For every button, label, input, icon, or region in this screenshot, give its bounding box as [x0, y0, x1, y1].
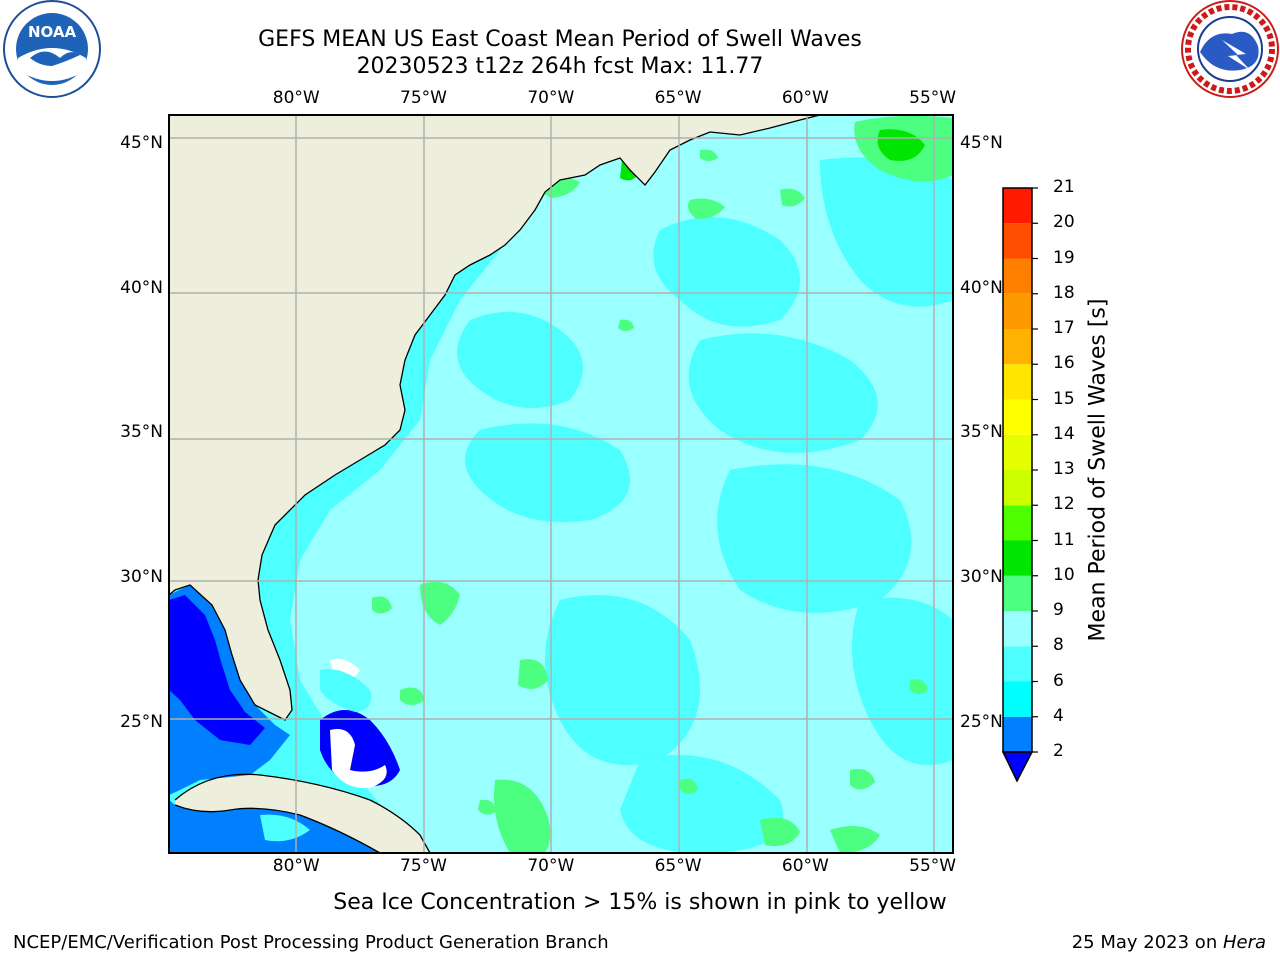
lon-tick-top: 80°W	[272, 88, 320, 108]
colorbar-tick: 11	[1053, 529, 1075, 550]
colorbar-segment	[1003, 434, 1032, 470]
lon-tick-bottom: 65°W	[654, 856, 702, 876]
colorbar-tick: 21	[1053, 177, 1075, 197]
lon-tick-top: 55°W	[909, 88, 957, 108]
colorbar-segment	[1003, 364, 1032, 400]
colorbar-tick: 19	[1053, 247, 1075, 268]
lon-tick-top: 75°W	[400, 88, 448, 108]
lat-tick-right: 40°N	[960, 277, 1003, 298]
coastline	[169, 115, 821, 853]
lon-tick-bottom: 80°W	[272, 856, 320, 876]
lat-tick-left: 40°N	[120, 277, 163, 298]
nws-logo	[1181, 0, 1279, 98]
colorbar-tick: 20	[1053, 212, 1075, 233]
lat-tick-left: 25°N	[120, 711, 163, 732]
colorbar-segment	[1003, 329, 1032, 365]
noaa-logo: NOAA	[3, 0, 101, 98]
lat-tick-left: 45°N	[120, 132, 163, 153]
colorbar-segment	[1003, 223, 1032, 259]
lat-tick-right: 45°N	[960, 132, 1003, 153]
colorbar-label: Mean Period of Swell Waves [s]	[1085, 298, 1111, 642]
footer-credit: NCEP/EMC/Verification Post Processing Pr…	[13, 932, 609, 953]
footer-date-text: 25 May 2023 on	[1071, 932, 1223, 953]
colorbar-segment	[1003, 646, 1032, 682]
map-frame	[168, 114, 954, 854]
colorbar-segment	[1003, 293, 1032, 329]
footer-machine: Hera	[1222, 932, 1266, 953]
colorbar-tick: 4	[1053, 705, 1064, 726]
colorbar-under-arrow	[1001, 751, 1034, 783]
lon-tick-top: 60°W	[781, 88, 829, 108]
lat-tick-right: 30°N	[960, 567, 1003, 588]
map-subtitle: 20230523 t12z 264h fcst Max: 11.77	[356, 54, 764, 79]
colorbar-tick: 2	[1053, 741, 1064, 761]
colorbar-segment	[1003, 188, 1032, 224]
sea-ice-caption: Sea Ice Concentration > 15% is shown in …	[333, 890, 947, 915]
colorbar-tick: 12	[1053, 494, 1075, 515]
colorbar-segment	[1003, 681, 1032, 717]
colorbar-segment	[1003, 258, 1032, 294]
colorbar-tick: 9	[1053, 600, 1064, 620]
lon-tick-bottom: 75°W	[400, 856, 448, 876]
lat-tick-left: 30°N	[120, 567, 163, 588]
colorbar-tick: 16	[1053, 353, 1075, 374]
wave-period-field	[169, 115, 953, 853]
graticule	[169, 115, 953, 853]
map-title: GEFS MEAN US East Coast Mean Period of S…	[258, 27, 862, 52]
lon-tick-top: 65°W	[654, 88, 702, 108]
colorbar-tick: 13	[1053, 459, 1075, 479]
colorbar-segment	[1003, 505, 1032, 541]
colorbar-tick: 18	[1053, 282, 1075, 303]
colorbar-tick: 6	[1053, 670, 1064, 691]
lon-tick-bottom: 60°W	[781, 856, 829, 876]
lon-tick-top: 70°W	[527, 88, 575, 108]
lat-tick-left: 35°N	[120, 422, 163, 443]
colorbar-segment	[1003, 399, 1032, 435]
colorbar-segment	[1003, 611, 1032, 647]
lon-tick-bottom: 55°W	[909, 856, 957, 876]
noaa-logo-text: NOAA	[28, 23, 77, 41]
colorbar-segment	[1003, 540, 1032, 576]
colorbar-segment	[1003, 575, 1032, 611]
colorbar-tick: 17	[1053, 318, 1075, 338]
lat-tick-right: 25°N	[960, 711, 1003, 732]
colorbar	[1003, 187, 1038, 753]
colorbar-tick: 14	[1053, 423, 1075, 444]
lat-tick-right: 35°N	[960, 422, 1003, 443]
lon-tick-bottom: 70°W	[527, 856, 575, 876]
colorbar-segment	[1003, 470, 1032, 506]
colorbar-segment	[1003, 716, 1032, 752]
colorbar-tick: 10	[1053, 564, 1075, 585]
colorbar-frame	[1002, 187, 1033, 753]
colorbar-tick: 15	[1053, 388, 1075, 409]
colorbar-tick: 8	[1053, 635, 1064, 656]
footer-date: 25 May 2023 on Hera	[1072, 932, 1266, 953]
